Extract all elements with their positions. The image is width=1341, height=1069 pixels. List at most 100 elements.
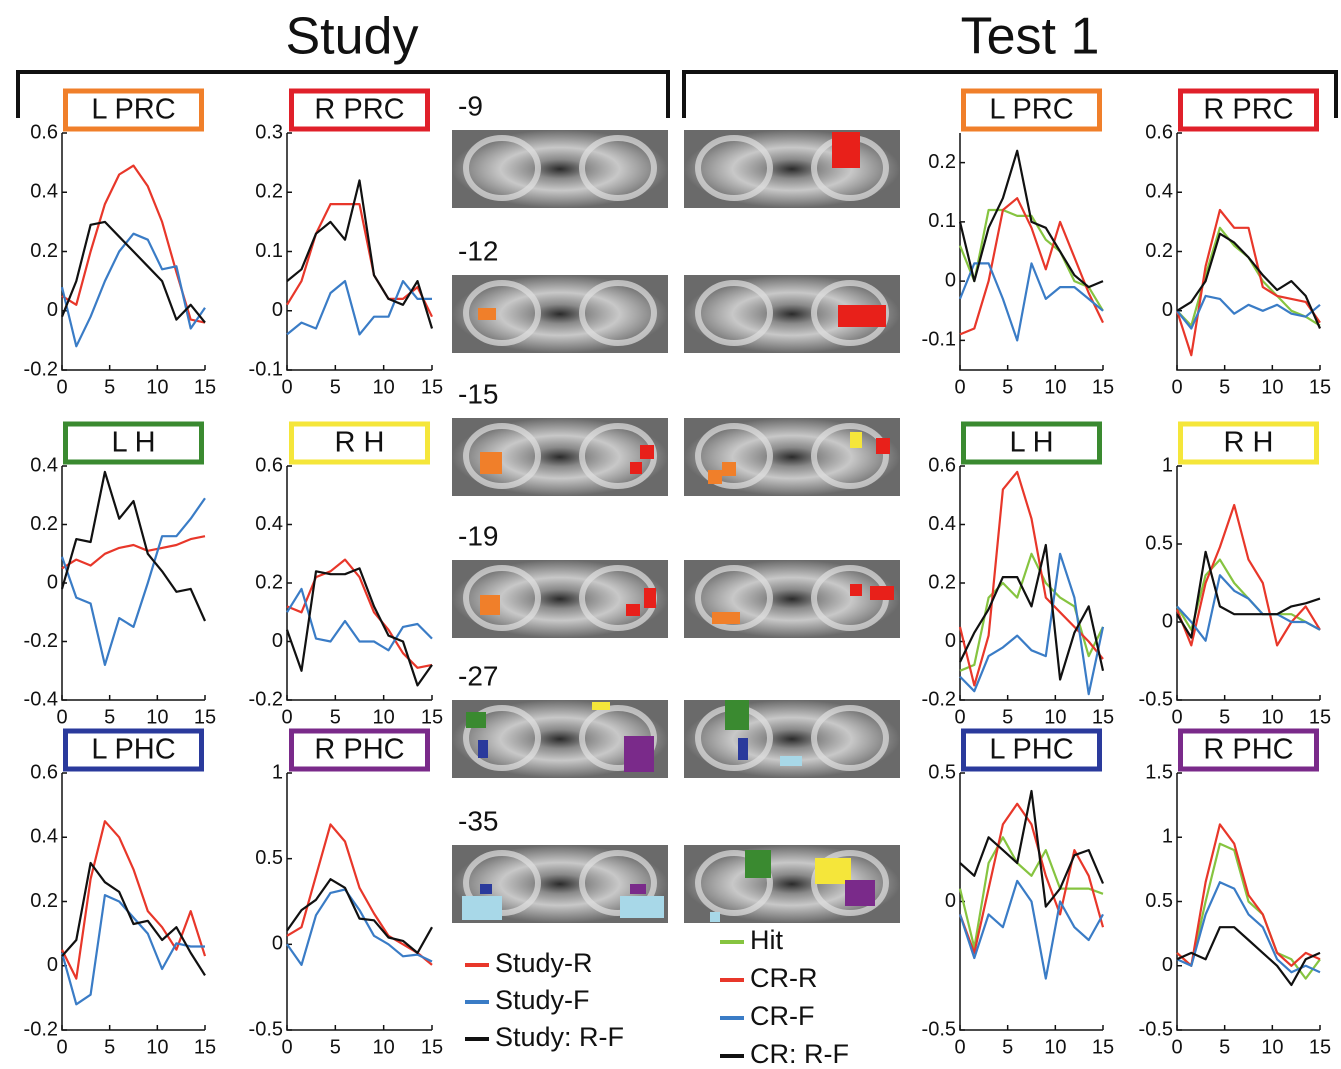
activation (845, 880, 875, 906)
series-line (62, 472, 205, 621)
y-tick-label: 0.4 (30, 181, 58, 203)
y-tick-label: 0 (945, 269, 956, 291)
slice-label: -9 (458, 90, 483, 121)
y-tick-label: 0.5 (1145, 890, 1173, 912)
x-tick-label: 5 (330, 1036, 341, 1058)
activation (644, 588, 656, 608)
x-tick-label: 15 (421, 376, 443, 398)
y-tick-label: 0.2 (1145, 240, 1173, 262)
activation (592, 702, 610, 710)
y-tick-label: -0.2 (922, 688, 956, 710)
x-tick-label: 10 (1044, 706, 1066, 728)
axis (1177, 466, 1320, 700)
activation (725, 700, 749, 730)
activation (850, 584, 862, 596)
x-tick-label: 10 (1261, 1036, 1283, 1058)
y-tick-label: 0 (47, 299, 58, 321)
x-tick-label: 10 (373, 1036, 395, 1058)
x-tick-label: 0 (1171, 706, 1182, 728)
chart-title: L H (1009, 427, 1053, 459)
activation (466, 712, 486, 728)
chart-title: R PRC (1203, 94, 1293, 126)
legend-label: CR-F (750, 1001, 814, 1031)
y-tick-label: 0.6 (928, 454, 956, 476)
y-tick-label: 0 (272, 299, 283, 321)
x-tick-label: 15 (1092, 1036, 1114, 1058)
y-tick-label: 0.5 (255, 847, 283, 869)
activation (630, 884, 646, 894)
y-tick-label: 0.5 (1145, 532, 1173, 554)
x-tick-label: 10 (146, 706, 168, 728)
y-tick-label: 0 (1162, 299, 1173, 321)
x-tick-label: 0 (954, 706, 965, 728)
y-tick-label: 0 (1162, 954, 1173, 976)
series-line (960, 554, 1103, 694)
y-tick-label: 0 (945, 890, 956, 912)
activation (480, 595, 500, 615)
y-tick-label: -0.2 (24, 358, 58, 380)
x-tick-label: 0 (281, 706, 292, 728)
chart-title: L PRC (989, 94, 1073, 126)
x-tick-label: 15 (194, 1036, 216, 1058)
y-tick-label: -0.2 (249, 688, 283, 710)
y-tick-label: 0.2 (30, 890, 58, 912)
x-tick-label: 15 (194, 376, 216, 398)
activation (738, 738, 748, 760)
y-tick-label: -0.5 (249, 1018, 283, 1040)
x-tick-label: 10 (373, 706, 395, 728)
y-tick-label: 0.4 (928, 513, 956, 535)
y-tick-label: 0.4 (255, 513, 283, 535)
x-tick-label: 15 (1092, 376, 1114, 398)
x-tick-label: 0 (281, 1036, 292, 1058)
y-tick-label: 1 (1162, 826, 1173, 848)
y-tick-label: 0.1 (928, 210, 956, 232)
y-tick-label: 0 (945, 630, 956, 652)
y-tick-label: 0.2 (928, 571, 956, 593)
x-tick-label: 10 (1261, 376, 1283, 398)
activation (838, 305, 886, 327)
activation (708, 470, 722, 484)
y-tick-label: -0.2 (24, 1018, 58, 1040)
y-tick-label: -0.5 (922, 1018, 956, 1040)
slice-label: -27 (458, 660, 498, 691)
x-tick-label: 5 (104, 706, 115, 728)
y-tick-label: 1 (272, 761, 283, 783)
y-tick-label: 0.5 (928, 761, 956, 783)
x-tick-label: 5 (1219, 706, 1230, 728)
y-tick-label: 0.2 (255, 181, 283, 203)
slice-label: -15 (458, 378, 498, 409)
activation (462, 896, 502, 920)
chart-title: R H (335, 427, 385, 459)
y-tick-label: 1 (1162, 454, 1173, 476)
legend-label: Study-R (495, 948, 593, 978)
y-tick-label: 0.6 (30, 121, 58, 143)
x-tick-label: 5 (1002, 1036, 1013, 1058)
activation (780, 756, 802, 766)
heading: Test 1 (961, 8, 1100, 66)
x-tick-label: 10 (1044, 376, 1066, 398)
figure: Study Test 1 -9-12-15-19-27-35Study-RStu… (0, 0, 1341, 1069)
activation (478, 740, 488, 758)
chart-title: L PRC (91, 94, 175, 126)
series-line (62, 895, 205, 1004)
activation (832, 132, 860, 168)
x-tick-label: 15 (421, 706, 443, 728)
x-tick-label: 5 (330, 706, 341, 728)
x-tick-label: 5 (1002, 376, 1013, 398)
y-tick-label: 0.4 (30, 454, 58, 476)
y-tick-label: 0.2 (30, 513, 58, 535)
chart-title: L PHC (91, 734, 175, 766)
activation (624, 736, 654, 772)
y-tick-label: -0.2 (24, 630, 58, 652)
y-tick-label: -0.1 (249, 358, 283, 380)
legend-label: Study: R-F (495, 1022, 624, 1052)
series-line (960, 881, 1103, 979)
x-tick-label: 15 (1309, 706, 1331, 728)
chart-title: R PRC (314, 94, 404, 126)
y-tick-label: 0.2 (255, 571, 283, 593)
y-tick-label: 0.4 (1145, 181, 1173, 203)
slice-label: -19 (458, 520, 498, 551)
series-line (62, 222, 205, 323)
activation (876, 438, 890, 454)
slice-label: -35 (458, 805, 498, 836)
